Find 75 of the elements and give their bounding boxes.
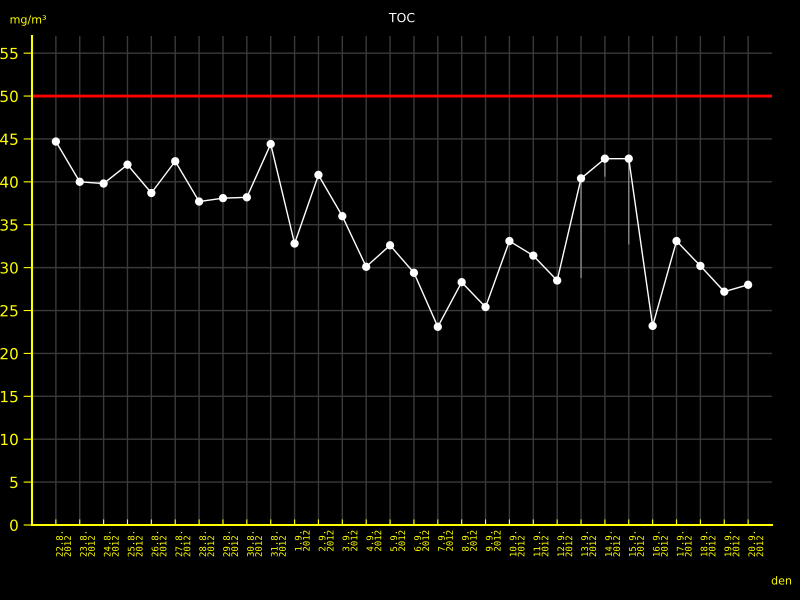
point bbox=[576, 174, 586, 183]
y-tick-label: 40 bbox=[0, 176, 18, 188]
point bbox=[147, 188, 156, 198]
x-tick-label: 12.9. 2012 bbox=[557, 532, 572, 556]
point bbox=[624, 154, 633, 163]
x-tick-label: 20.9. 2012 bbox=[748, 532, 764, 556]
y-tick-label: 0 bbox=[10, 519, 18, 532]
x-tick-label: 4.9. 2012 bbox=[366, 530, 382, 552]
x-tick-label: 17.9. 2012 bbox=[676, 532, 692, 556]
x-tick-label: 9.9. 2012 bbox=[486, 530, 501, 552]
point bbox=[481, 302, 490, 312]
x-tick-label: 31.8. 2012 bbox=[270, 532, 286, 556]
x-tick-label: 3.9. 2012 bbox=[342, 530, 358, 551]
x-tick-label: 27.8. 2012 bbox=[175, 532, 190, 556]
point bbox=[266, 140, 275, 148]
x-tick-label: 22.8. 2012 bbox=[56, 532, 71, 556]
y-tick-label: 15 bbox=[1, 390, 18, 402]
y-tick-label: 5 bbox=[10, 476, 18, 488]
x-tick-label: 16.9. 2012 bbox=[652, 532, 668, 556]
x-tick-label: 5.9. 2012 bbox=[390, 530, 406, 551]
x-tick-label: 18.9. 2012 bbox=[700, 532, 716, 556]
x-axis-title: den bbox=[772, 576, 792, 585]
y-axis-title: mg/m³ bbox=[10, 15, 46, 26]
point bbox=[696, 262, 705, 270]
y-tick-label: 30 bbox=[0, 262, 18, 274]
x-tick-label: 10.9. 2012 bbox=[510, 532, 525, 556]
x-tick-label: 13.9. 2012 bbox=[581, 532, 596, 556]
x-tick-label: 11.9. 2012 bbox=[534, 532, 548, 556]
x-tick-label: 15.9. 2012 bbox=[628, 532, 644, 556]
point bbox=[672, 236, 681, 246]
x-tick-label: 23.8. 2012 bbox=[80, 532, 95, 556]
point bbox=[123, 160, 132, 169]
x-tick-label: 7.9. 2012 bbox=[438, 530, 453, 551]
x-tick-label: 29.8. 2012 bbox=[223, 532, 238, 556]
x-tick-label: 30.8. 2012 bbox=[247, 532, 262, 556]
point bbox=[386, 241, 394, 250]
point bbox=[434, 322, 442, 331]
point bbox=[76, 178, 84, 186]
x-tick-label: 1.9. 2012 bbox=[294, 530, 310, 551]
x-tick-label: 25.8. 2012 bbox=[128, 532, 143, 556]
point bbox=[529, 251, 538, 260]
y-tick-label: 35 bbox=[0, 219, 18, 231]
point bbox=[338, 212, 346, 220]
x-tick-label: 26.8. 2012 bbox=[152, 532, 166, 556]
y-tick-label: 55 bbox=[0, 48, 18, 60]
point bbox=[171, 157, 180, 166]
point bbox=[600, 154, 610, 163]
y-tick-label: 10 bbox=[1, 434, 18, 446]
point bbox=[410, 268, 418, 277]
point bbox=[648, 322, 657, 330]
x-tick-label: 6.9. 2012 bbox=[414, 530, 430, 552]
point bbox=[505, 236, 514, 246]
point bbox=[458, 278, 466, 286]
point bbox=[218, 194, 228, 202]
point bbox=[194, 197, 204, 206]
x-tick-label: 28.8. 2012 bbox=[199, 532, 214, 556]
x-tick-label: 2.9. 2012 bbox=[318, 530, 334, 551]
point bbox=[362, 262, 370, 271]
point bbox=[314, 170, 323, 180]
point bbox=[99, 179, 108, 188]
x-tick-label: 19.9. 2012 bbox=[724, 532, 740, 556]
y-tick-label: 25 bbox=[0, 304, 18, 317]
x-tick-label: 8.9. 2012 bbox=[462, 530, 477, 552]
y-tick-label: 20 bbox=[0, 348, 18, 360]
point bbox=[242, 193, 252, 202]
point bbox=[52, 137, 60, 146]
chart-title: TOC bbox=[388, 12, 414, 22]
point bbox=[290, 239, 299, 248]
point bbox=[744, 280, 752, 289]
y-tick-label: 45 bbox=[0, 134, 18, 145]
x-tick-label: 24.8. 2012 bbox=[104, 532, 119, 556]
x-tick-label: 14.9. 2012 bbox=[605, 532, 620, 556]
point bbox=[552, 276, 562, 285]
y-tick-label: 50 bbox=[0, 90, 18, 102]
point bbox=[720, 287, 728, 296]
